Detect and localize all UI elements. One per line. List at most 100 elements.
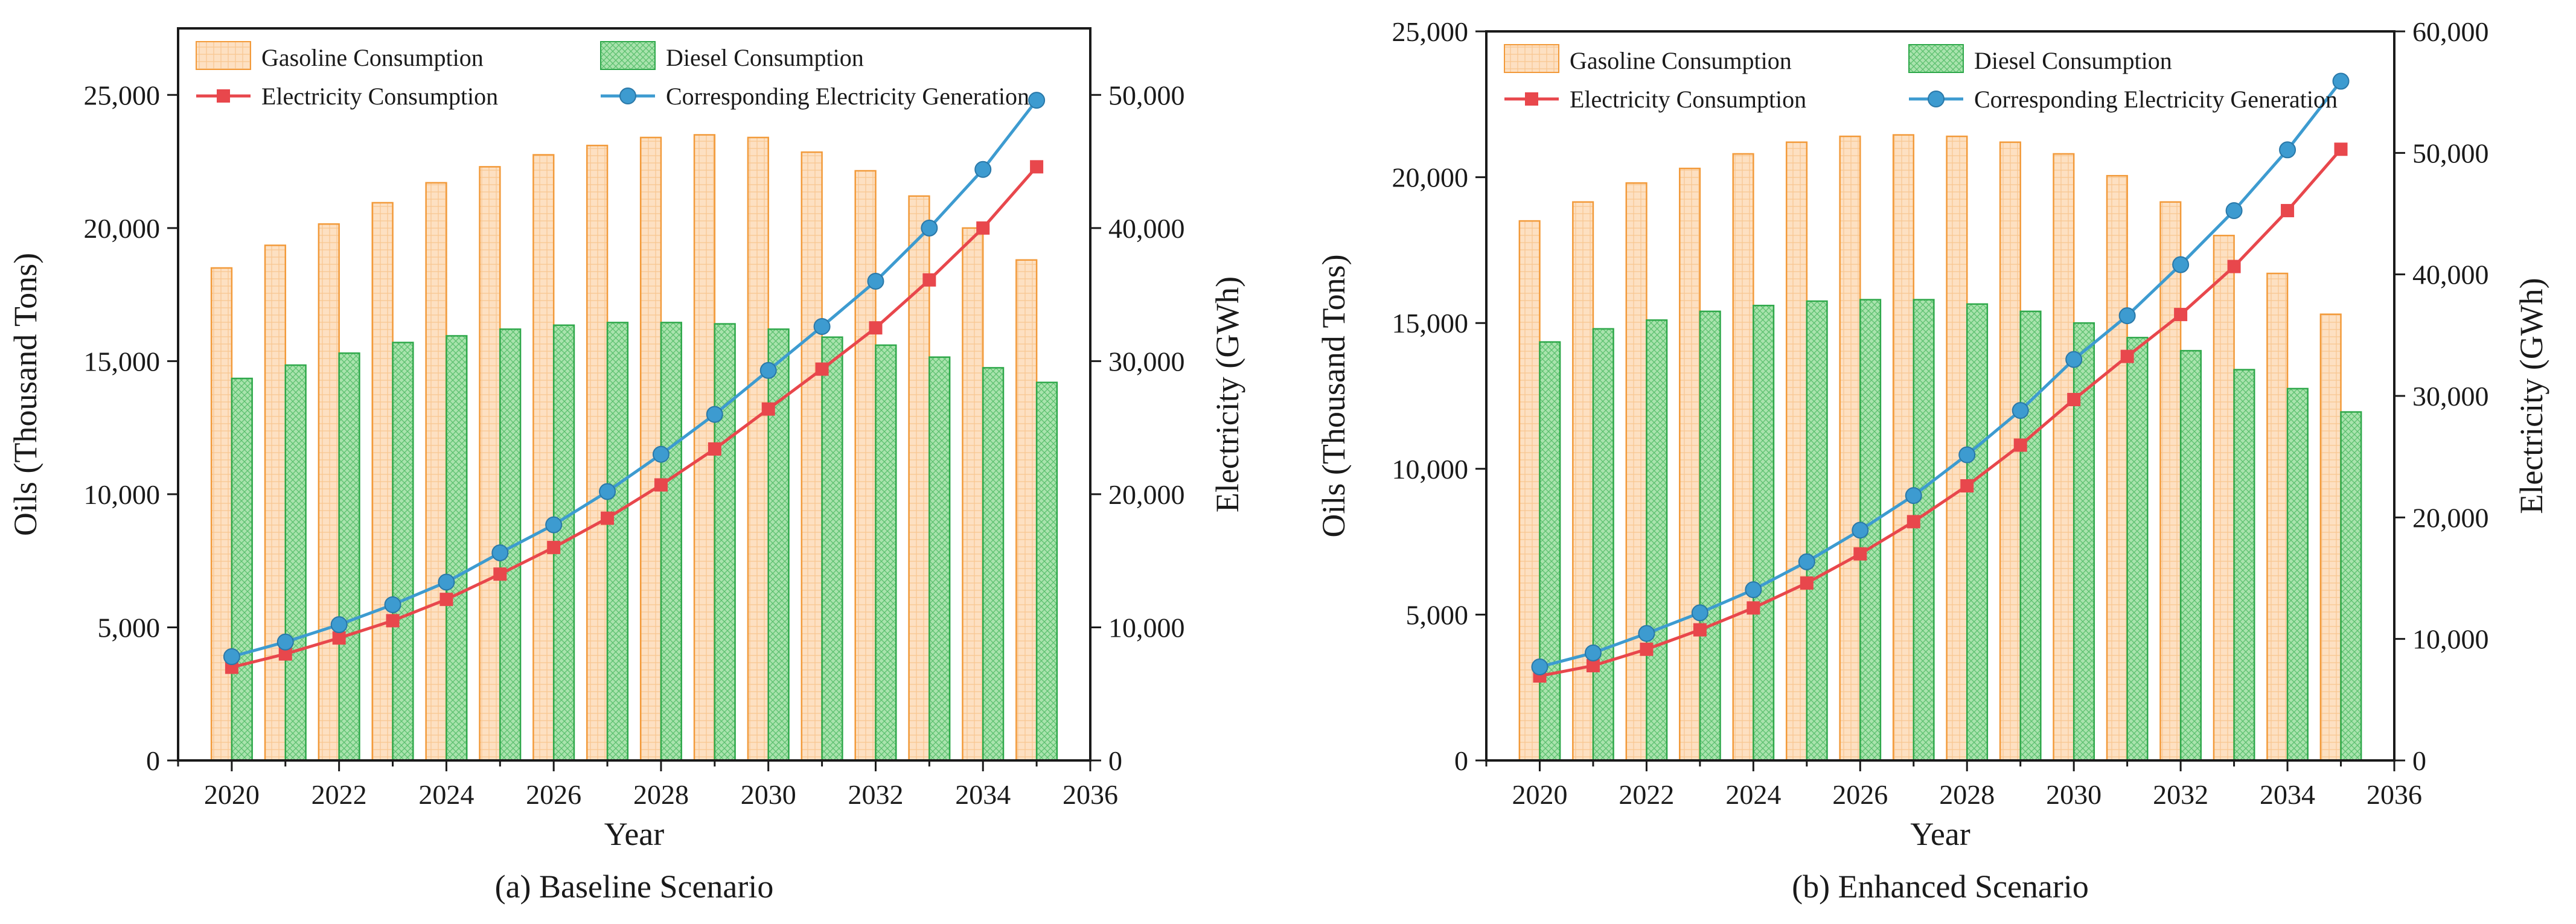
- x-axis-label: Year: [1910, 816, 1970, 852]
- point-electricity-2026: [547, 541, 561, 555]
- bar-diesel-2021: [284, 364, 307, 762]
- x-tick-label: 2020: [204, 779, 260, 810]
- point-electricity-2028: [1960, 479, 1974, 492]
- point-electricity-2032: [869, 321, 883, 335]
- point-generation-2021: [1584, 644, 1602, 661]
- point-generation-2034: [2279, 141, 2296, 159]
- panel-enhanced-scenario: 2020 2022 2024 2026 2028 2030 2032 2034 2036 0 5,…: [1315, 16, 2549, 905]
- x-tick-label: 2032: [2153, 779, 2208, 810]
- bar-diesel-2025: [1806, 300, 1828, 762]
- point-generation-2026: [1852, 521, 1869, 539]
- point-electricity-2035: [2334, 142, 2348, 156]
- bar-gasoline-2035: [1015, 259, 1038, 762]
- y2-tick-label: 40,000: [1108, 213, 1185, 244]
- panel-caption: (a) Baseline Scenario: [495, 868, 774, 905]
- point-electricity-2024: [1747, 601, 1760, 615]
- bar-diesel-2034: [982, 367, 1005, 762]
- x-tick-label: 2034: [2260, 779, 2315, 810]
- x-tick-label: 2028: [633, 779, 689, 810]
- legend: Gasoline Consumption Diesel Consumption …: [196, 41, 1029, 110]
- x-tick-label: 2020: [1512, 779, 1567, 810]
- legend-swatch-diesel: [1908, 44, 1964, 73]
- y-tick-label: 20,000: [1392, 162, 1469, 193]
- bar-diesel-2031: [821, 336, 843, 762]
- bar-gasoline-2032: [854, 170, 877, 762]
- point-generation-2021: [276, 633, 294, 651]
- point-electricity-2021: [278, 647, 292, 661]
- point-generation-2024: [1745, 581, 1762, 599]
- y2-tick-label: 30,000: [1108, 346, 1185, 377]
- bar-diesel-2031: [2126, 337, 2149, 762]
- bar-gasoline-2021: [264, 244, 287, 762]
- point-generation-2025: [1798, 553, 1815, 570]
- point-electricity-2035: [1030, 160, 1044, 174]
- point-generation-2032: [867, 273, 884, 290]
- line-generation: [1539, 80, 2342, 669]
- line-electricity: [1539, 148, 2342, 678]
- point-generation-2031: [2118, 307, 2136, 325]
- point-generation-2022: [1638, 625, 1655, 642]
- point-electricity-2022: [332, 631, 346, 645]
- point-generation-2031: [813, 318, 831, 336]
- bar-gasoline-2022: [318, 223, 340, 762]
- point-electricity-2021: [1586, 658, 1600, 672]
- y-axis-right-label: Electricity (GWh): [1209, 276, 1245, 512]
- y2-tick-label: 20,000: [1108, 479, 1185, 510]
- bar-series-group: [210, 134, 1058, 762]
- x-tick-label: 2034: [955, 779, 1011, 810]
- point-electricity-2027: [1906, 515, 1920, 529]
- bar-diesel-2030: [2073, 322, 2095, 762]
- x-tick-label: 2024: [1725, 779, 1781, 810]
- bar-diesel-2035: [1035, 381, 1058, 762]
- x-tick-label: 2028: [1939, 779, 1995, 810]
- point-electricity-2023: [386, 614, 400, 628]
- point-generation-2034: [974, 161, 992, 178]
- point-electricity-2027: [601, 511, 615, 525]
- point-generation-2030: [2065, 351, 2083, 368]
- bar-gasoline-2025: [1785, 141, 1808, 762]
- point-electricity-2034: [976, 221, 990, 235]
- bar-diesel-2030: [767, 328, 790, 762]
- plot-frame: [177, 27, 1091, 762]
- point-generation-2029: [2012, 402, 2029, 419]
- y2-tick-label: 30,000: [2412, 381, 2489, 412]
- legend-marker-generation: [619, 88, 636, 104]
- point-electricity-2030: [761, 402, 775, 416]
- bar-gasoline-2021: [1572, 201, 1594, 762]
- point-generation-2035: [1028, 92, 1046, 109]
- point-electricity-2030: [2067, 393, 2081, 407]
- line-generation: [231, 99, 1038, 658]
- point-electricity-2028: [654, 478, 668, 492]
- line-series-group: [1531, 72, 2350, 683]
- legend-swatch-gasoline: [196, 41, 251, 70]
- bar-gasoline-2022: [1625, 182, 1648, 762]
- y-tick-label: 0: [146, 745, 160, 776]
- bar-gasoline-2030: [747, 136, 769, 762]
- legend-label-diesel: Diesel Consumption: [666, 44, 864, 71]
- legend-label-gasoline: Gasoline Consumption: [1570, 47, 1792, 74]
- bar-gasoline-2026: [1839, 135, 1861, 762]
- legend: Gasoline Consumption Diesel Consumption …: [1504, 44, 2338, 113]
- bar-diesel-2033: [2233, 369, 2255, 762]
- y-axis-left-label: Oils (Thousand Tons): [7, 253, 43, 536]
- point-generation-2030: [759, 362, 777, 379]
- bar-diesel-2028: [660, 322, 682, 762]
- legend-marker-electricity: [217, 89, 230, 103]
- y2-tick-label: 50,000: [1108, 80, 1185, 110]
- y-axis-right: 0 10,000 20,000 30,000 40,000 50,000: [1090, 80, 1185, 776]
- point-electricity-2034: [2281, 203, 2295, 217]
- y2-tick-label: 0: [2412, 745, 2426, 776]
- bar-diesel-2035: [2340, 411, 2362, 762]
- y2-tick-label: 0: [1108, 745, 1122, 776]
- point-generation-2022: [330, 616, 348, 634]
- bar-gasoline-2034: [962, 227, 984, 762]
- point-generation-2020: [1531, 658, 1548, 675]
- x-axis: 2020 2022 2024 2026 2028 2030 2032 2034 2036: [1485, 760, 2422, 810]
- y2-tick-label: 40,000: [2412, 260, 2489, 290]
- point-electricity-2029: [2013, 438, 2027, 452]
- bar-diesel-2029: [714, 323, 736, 762]
- y2-tick-label: 10,000: [2412, 624, 2489, 655]
- bar-gasoline-2024: [1732, 153, 1754, 762]
- bar-diesel-2022: [338, 352, 360, 762]
- bar-gasoline-2027: [1892, 134, 1915, 762]
